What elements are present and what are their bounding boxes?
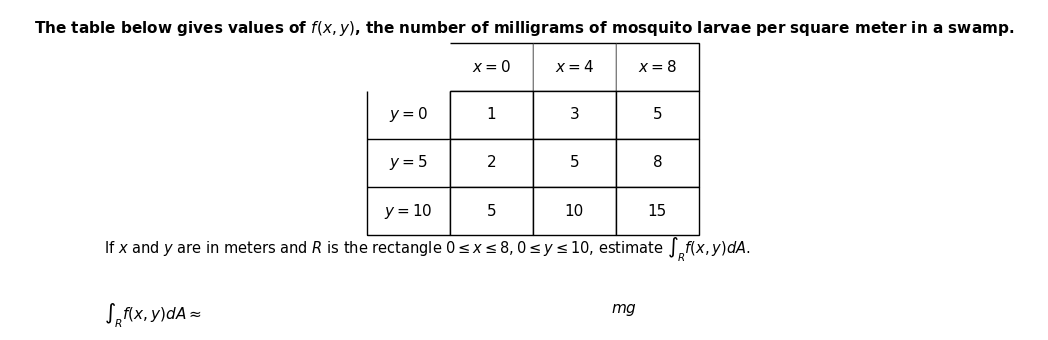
Text: $mg$: $mg$ bbox=[611, 302, 637, 318]
Text: If $x$ and $y$ are in meters and $R$ is the rectangle $0 \leq x \leq 8, 0 \leq y: If $x$ and $y$ are in meters and $R$ is … bbox=[105, 235, 750, 264]
Text: The table below gives values of $f(x, y)$, the number of milligrams of mosquito : The table below gives values of $f(x, y)… bbox=[34, 19, 1014, 38]
Text: $\int_R f(x, y)dA \approx$: $\int_R f(x, y)dA \approx$ bbox=[105, 302, 202, 330]
